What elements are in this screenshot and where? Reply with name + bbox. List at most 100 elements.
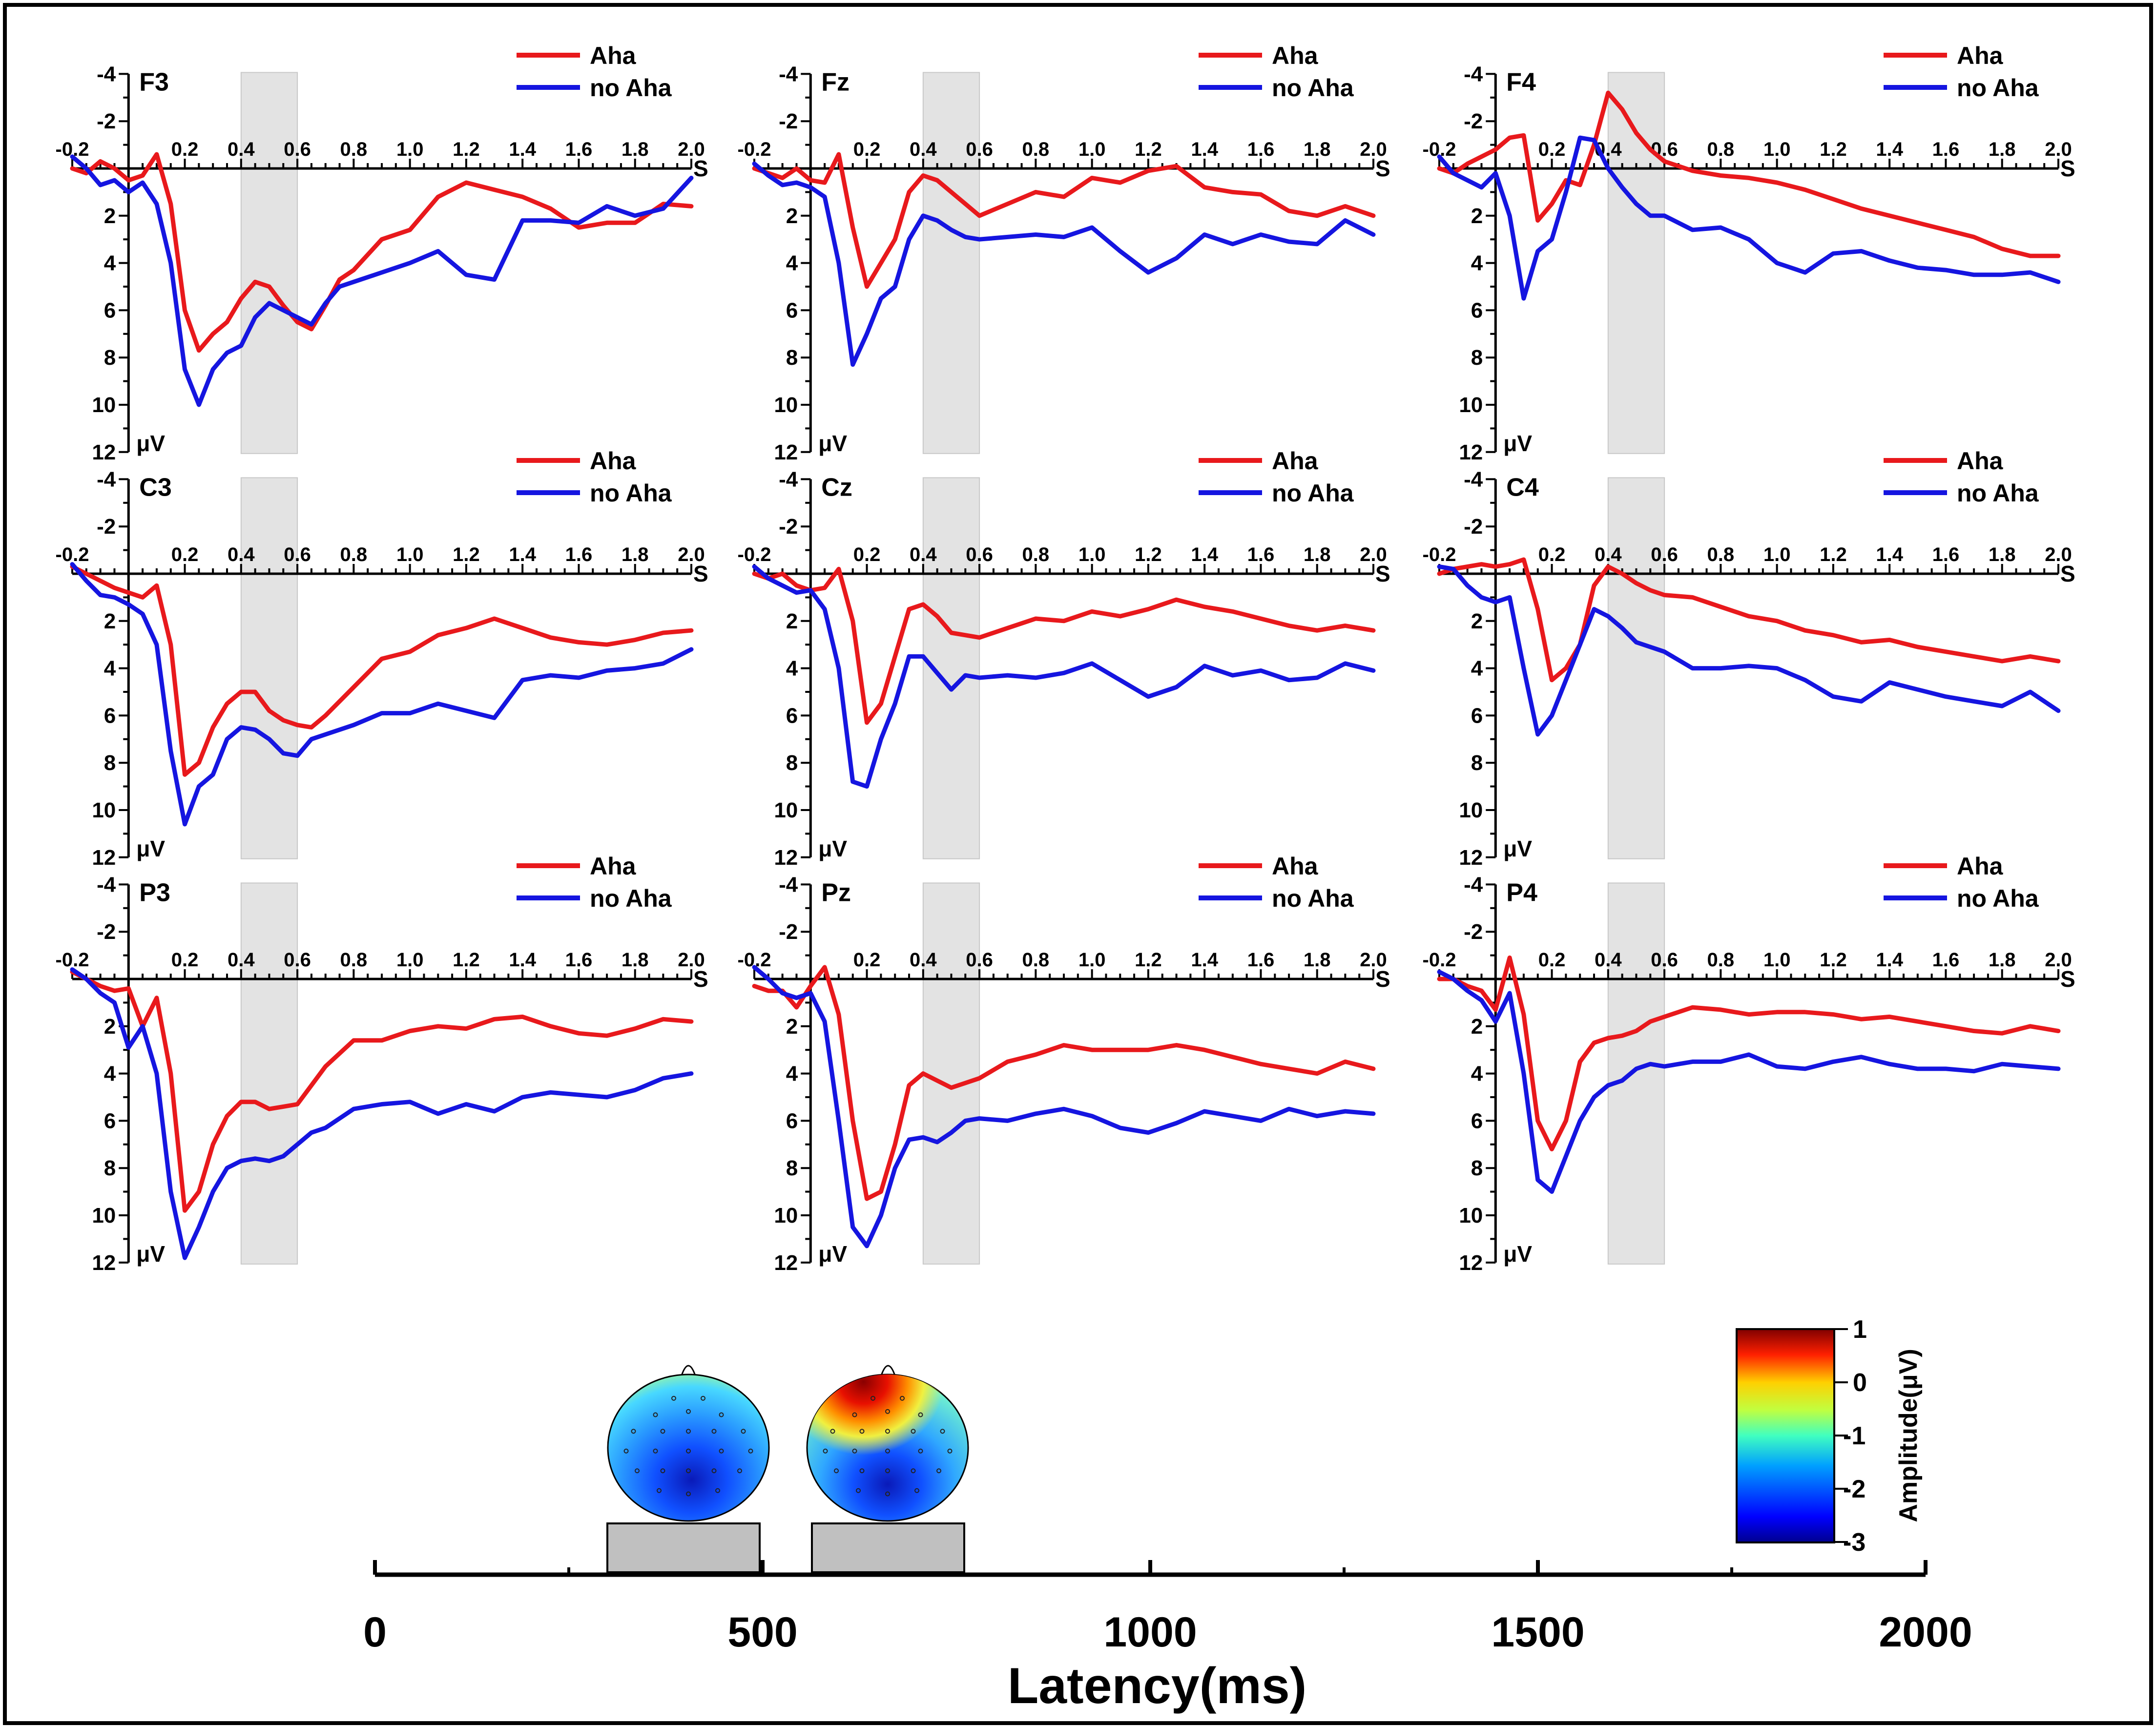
- x-tick-label: 1.4: [1876, 139, 1903, 160]
- y-tick-label: -4: [97, 62, 116, 86]
- y-tick-label: 6: [1471, 704, 1483, 728]
- electrode-dot: [859, 1468, 865, 1474]
- series-line-no-aha: [752, 161, 1376, 367]
- series-line-no-aha: [70, 154, 694, 407]
- electrode-dot: [686, 1429, 691, 1434]
- x-tick-label: 0.6: [284, 544, 311, 565]
- y-unit-label: μV: [1503, 431, 1532, 456]
- latency-tick-1500: 1500: [1491, 1609, 1584, 1656]
- x-tick-label: 1.2: [1820, 544, 1847, 565]
- x-tick-label: 0.4: [228, 949, 255, 971]
- x-tick-label: 1.0: [1763, 544, 1791, 565]
- x-tick-label: 1.2: [1820, 949, 1847, 971]
- x-tick-label: 1.6: [1932, 949, 1960, 971]
- y-tick-label: 12: [92, 440, 116, 464]
- y-tick-label: -4: [1464, 873, 1483, 896]
- y-tick-label: 8: [104, 751, 116, 775]
- y-tick-label: 12: [1459, 846, 1483, 870]
- x-tick-label: 0.6: [1651, 949, 1678, 971]
- legend-label: no Aha: [1272, 74, 1354, 102]
- x-tick-label: 1.0: [1078, 544, 1106, 565]
- legend-label: no Aha: [1957, 479, 2039, 507]
- legend-label: Aha: [1957, 447, 2004, 475]
- x-tick-label: 1.6: [1247, 139, 1275, 160]
- series-line-no-aha: [752, 564, 1376, 789]
- y-tick-label: 12: [774, 846, 798, 870]
- electrode-dot: [918, 1412, 923, 1417]
- x-tick-label: 0.8: [1022, 544, 1050, 565]
- y-tick-label: 4: [786, 1062, 798, 1086]
- y-tick-label: 8: [104, 1156, 116, 1180]
- x-tick-label: -0.2: [56, 949, 89, 971]
- series-line-no-aha: [1437, 135, 2061, 301]
- x-tick-label: 0.6: [1651, 139, 1678, 160]
- y-tick-label: 12: [1459, 440, 1483, 464]
- latency-tick-500: 500: [727, 1609, 798, 1656]
- electrode-dot: [701, 1395, 705, 1401]
- y-tick-label: 2: [1471, 204, 1483, 228]
- panel-p3: -4 -2 2 4 6 8 10 12 μV -0.2 0.2 0.4 0.6 0.8 1.0 1.2 1.4 1…: [56, 853, 708, 1275]
- series-line-no-aha: [752, 965, 1376, 1249]
- legend-label: no Aha: [1272, 479, 1354, 507]
- y-unit-label: μV: [136, 1241, 165, 1267]
- x-unit-label: S: [1375, 966, 1390, 992]
- y-tick-label: 10: [92, 1204, 116, 1228]
- y-tick-label: 12: [774, 440, 798, 464]
- electrode-dot: [918, 1448, 923, 1454]
- x-unit-label: S: [1375, 156, 1390, 181]
- legend-label: Aha: [590, 447, 637, 475]
- x-tick-label: 0.6: [1651, 544, 1678, 565]
- x-tick-label: 1.4: [1191, 544, 1218, 565]
- x-tick-label: 2.0: [678, 544, 705, 565]
- y-tick-label: 4: [1471, 251, 1483, 275]
- x-tick-label: 2.0: [2045, 544, 2072, 565]
- y-tick-label: 12: [92, 846, 116, 870]
- x-tick-label: 0.6: [284, 139, 311, 160]
- x-tick-label: 1.8: [1989, 949, 2016, 971]
- y-tick-label: -2: [97, 515, 116, 539]
- y-tick-label: -4: [779, 467, 798, 491]
- y-tick-label: 8: [786, 751, 798, 775]
- y-tick-label: -2: [1464, 515, 1483, 539]
- x-tick-label: 0.4: [910, 544, 937, 565]
- x-tick-label: 1.6: [1932, 544, 1960, 565]
- x-tick-label: 2.0: [1360, 949, 1387, 971]
- x-tick-label: 2.0: [1360, 544, 1387, 565]
- x-tick-label: 1.2: [1135, 544, 1162, 565]
- x-tick-label: 0.8: [340, 949, 368, 971]
- electrode-dot: [748, 1448, 753, 1454]
- y-tick-label: 2: [1471, 1015, 1483, 1039]
- x-tick-label: 1.8: [1304, 544, 1331, 565]
- electrode-dot: [653, 1448, 658, 1454]
- erp-panels: -4 -2 2 4 6 8 10 12 μV -0.2 0.2 0.4 0.6 0.8 1.0 1.2 1.4 1…: [56, 42, 2075, 1275]
- window-box-2: [811, 1522, 965, 1573]
- y-tick-label: 10: [92, 798, 116, 822]
- y-tick-label: 6: [786, 298, 798, 322]
- x-tick-label: 2.0: [2045, 949, 2072, 971]
- electrode-dot: [859, 1429, 865, 1434]
- x-tick-label: -0.2: [56, 544, 89, 565]
- x-tick-label: 1.8: [1989, 139, 2016, 160]
- x-tick-label: -0.2: [1423, 949, 1456, 971]
- series-line-aha: [752, 566, 1376, 725]
- x-tick-label: 1.4: [1876, 949, 1903, 971]
- x-tick-label: 1.2: [453, 544, 480, 565]
- electrode-dot: [885, 1468, 890, 1474]
- y-tick-label: -4: [97, 467, 116, 491]
- x-unit-label: S: [2060, 561, 2075, 586]
- y-unit-label: μV: [136, 836, 165, 861]
- legend-label: no Aha: [1957, 885, 2039, 912]
- x-unit-label: S: [693, 561, 708, 586]
- electrode-dot: [623, 1448, 629, 1454]
- electrode-label: Fz: [821, 68, 850, 96]
- electrode-dot: [711, 1429, 717, 1434]
- electrode-dot: [686, 1468, 691, 1474]
- y-tick-label: 12: [774, 1251, 798, 1275]
- panel-cz: -4 -2 2 4 6 8 10 12 μV -0.2 0.2 0.4 0.6 0.8 1.0 1.2 1.4 1…: [738, 447, 1390, 870]
- y-unit-label: μV: [136, 431, 165, 456]
- electrode-label: P4: [1506, 878, 1537, 907]
- x-tick-label: 1.2: [453, 949, 480, 971]
- window-box-1: [606, 1522, 761, 1573]
- y-tick-label: 2: [1471, 609, 1483, 633]
- x-unit-label: S: [693, 966, 708, 992]
